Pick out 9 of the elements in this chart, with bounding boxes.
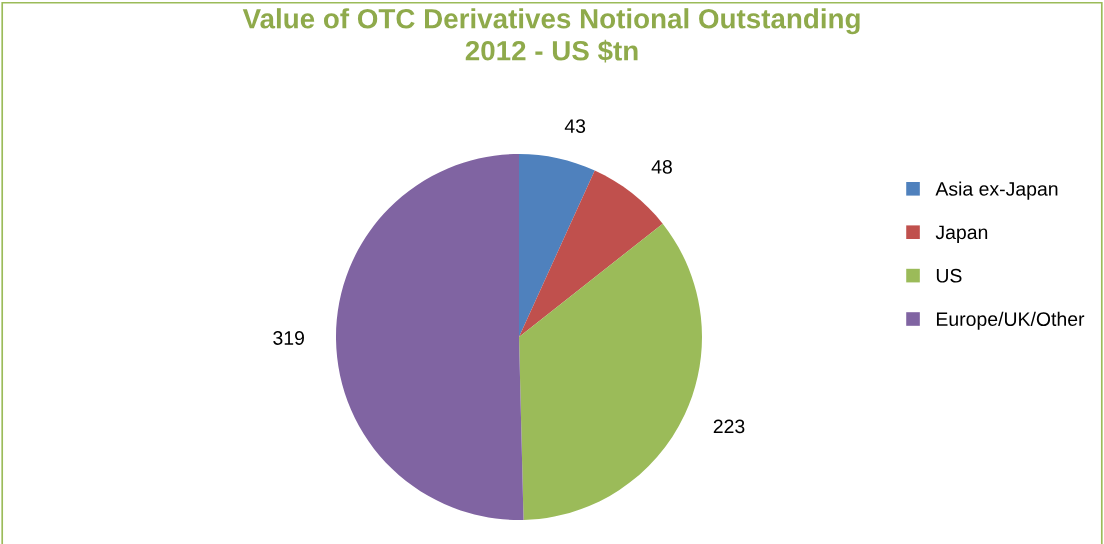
legend-label: Asia ex-Japan [935, 181, 1058, 200]
data-label: 43 [564, 119, 586, 133]
data-label: 223 [713, 419, 745, 434]
legend-label: Japan [935, 225, 988, 244]
chart-title: Value of OTC Derivatives Notional Outstanding 2012 - US $tn [242, 8, 860, 63]
data-label: 48 [651, 159, 672, 174]
legend-label: Europe/UK/Other [936, 311, 1085, 330]
data-label: 319 [273, 331, 304, 345]
legend-label: US [936, 268, 962, 283]
